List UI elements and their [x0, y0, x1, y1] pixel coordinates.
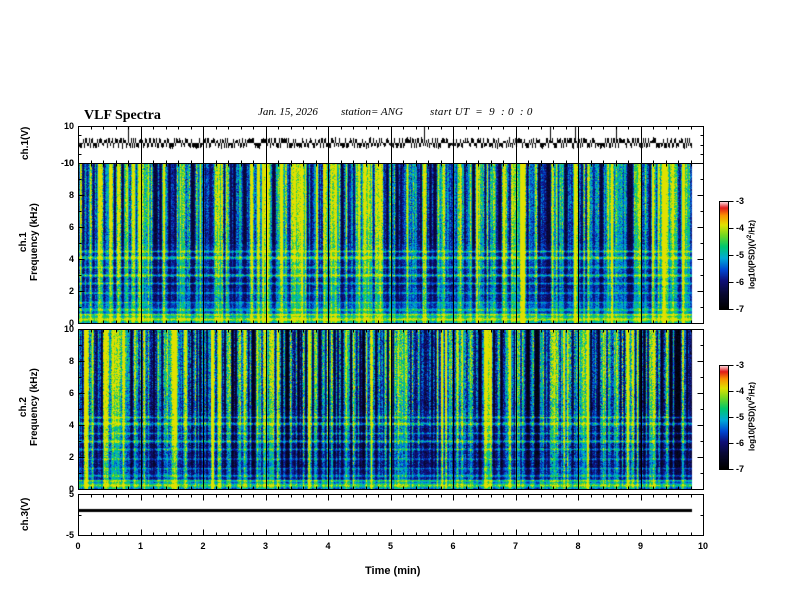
- svg-text:-6: -6: [736, 438, 744, 448]
- svg-text:9: 9: [638, 541, 643, 551]
- svg-text:0: 0: [75, 541, 80, 551]
- svg-text:6: 6: [69, 222, 74, 232]
- svg-text:-5: -5: [66, 530, 74, 540]
- svg-text:-4: -4: [736, 386, 744, 396]
- svg-text:4: 4: [69, 254, 74, 264]
- svg-text:8: 8: [69, 190, 74, 200]
- svg-text:6: 6: [450, 541, 455, 551]
- svg-text:10: 10: [64, 324, 74, 334]
- svg-text:-6: -6: [736, 277, 744, 287]
- svg-text:-7: -7: [736, 304, 744, 314]
- svg-text:10: 10: [64, 158, 74, 168]
- svg-text:2: 2: [69, 452, 74, 462]
- svg-text:10: 10: [64, 121, 74, 131]
- svg-text:-3: -3: [736, 196, 744, 206]
- svg-text:6: 6: [69, 388, 74, 398]
- svg-text:1: 1: [138, 541, 143, 551]
- svg-text:3: 3: [263, 541, 268, 551]
- svg-text:2: 2: [200, 541, 205, 551]
- svg-text:10: 10: [698, 541, 708, 551]
- svg-text:4: 4: [69, 420, 74, 430]
- svg-text:5: 5: [388, 541, 393, 551]
- svg-text:8: 8: [69, 356, 74, 366]
- svg-text:-3: -3: [736, 360, 744, 370]
- svg-text:-7: -7: [736, 464, 744, 474]
- svg-text:4: 4: [325, 541, 330, 551]
- svg-text:7: 7: [513, 541, 518, 551]
- svg-text:-4: -4: [736, 223, 744, 233]
- svg-text:-5: -5: [736, 250, 744, 260]
- svg-text:2: 2: [69, 286, 74, 296]
- svg-text:5: 5: [69, 489, 74, 499]
- svg-text:-5: -5: [736, 412, 744, 422]
- svg-text:8: 8: [575, 541, 580, 551]
